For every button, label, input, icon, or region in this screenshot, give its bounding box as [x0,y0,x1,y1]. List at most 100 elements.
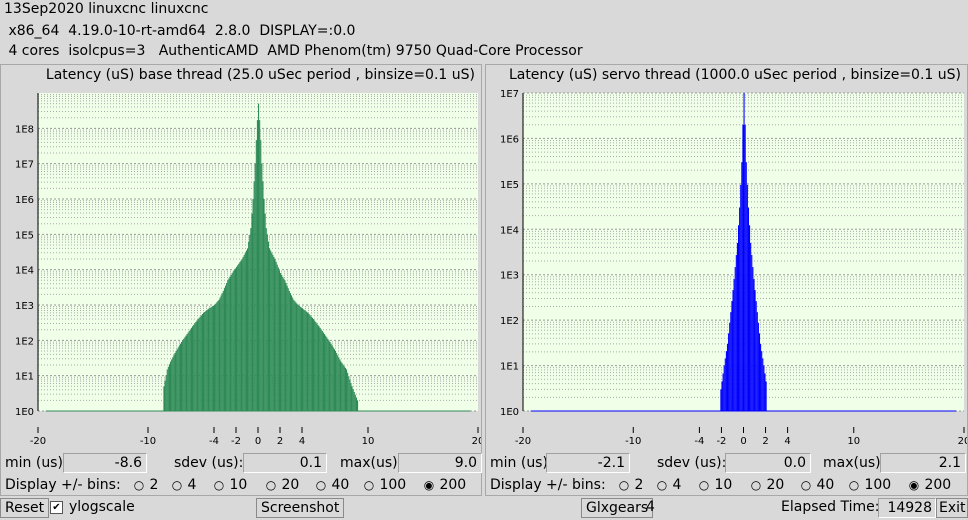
histogram-bar [732,290,734,411]
bins-radio-200[interactable]: ◉ 200 [908,477,951,493]
y-tick-label: 1E0 [15,407,34,418]
histogram-bar [741,162,743,411]
histogram-bar [172,357,174,411]
histogram-bar [232,271,234,411]
histogram-bar [184,337,186,411]
histogram-bar [287,288,289,411]
histogram-bar [278,270,280,411]
y-tick-label: 1E5 [15,230,34,241]
radio-selected-icon: ◉ [423,478,435,492]
bins-radio-4[interactable]: ○ 4 [656,477,682,493]
histogram-bar [757,322,759,411]
histogram-bar [317,324,319,411]
bins-radio-label: 2 [145,477,159,493]
histogram-bar [307,312,309,411]
histogram-bar [327,338,329,411]
histogram-bar [254,163,256,411]
histogram-bar [176,349,178,411]
histogram-bar [736,242,738,411]
histogram-bar [228,278,230,411]
histogram-bar [350,382,352,411]
bins-radio-10[interactable]: ○ 10 [213,477,248,493]
histogram-bar [217,301,219,411]
histogram-bar [349,379,351,411]
histogram-bar [255,140,257,411]
bins-label: Display +/- bins: [490,477,606,493]
min-label: min (us) [490,455,548,471]
histogram-bar [336,353,338,411]
histogram-bar [353,391,355,411]
x-tick-label: 20 [472,436,481,447]
histogram-bar [342,364,344,411]
bins-radio-2[interactable]: ○ 2 [618,477,644,493]
radio-selected-icon: ◉ [908,478,920,492]
histogram-bar [292,297,294,411]
histogram-bar [193,324,195,411]
min-label: min (us) [5,455,63,471]
x-tick-label: -2 [231,436,241,447]
bins-radio-100[interactable]: ○ 100 [363,477,406,493]
histogram-bar [261,163,263,411]
histogram-bar [760,343,762,411]
histogram-bar [186,334,188,411]
histogram-bar [294,301,296,411]
bins-radio-label: 4 [183,477,197,493]
bins-radio-20[interactable]: ○ 20 [265,477,300,493]
y-tick-label: 1E1 [15,372,34,383]
histogram-bar [209,307,211,411]
exit-button[interactable]: Exit [936,498,968,518]
radio-unselected-icon: ○ [171,478,183,492]
glxgears-button[interactable]: Glxgears [581,498,654,518]
histogram-bar [280,273,282,411]
bins-radio-40[interactable]: ○ 40 [315,477,350,493]
histogram-bar [175,350,177,411]
histogram-bar [187,332,189,411]
histogram-bar [745,162,747,411]
histogram-bar [319,327,321,411]
histogram-bar [309,315,311,411]
histogram-bar [204,311,206,411]
histogram-bar [303,309,305,411]
histogram-bar [210,307,212,411]
histogram-bar [724,358,726,411]
bins-radio-2[interactable]: ○ 2 [133,477,159,493]
x-tick-label: 0 [255,436,261,447]
histogram-bar [322,332,324,411]
bins-radio-label: 100 [375,477,407,493]
histogram-bar [764,373,766,411]
histogram-bar [233,269,235,411]
max-value: 9.0 [398,453,482,473]
histogram-bar [258,103,260,412]
histogram-bar [236,266,238,411]
ylogscale-checkbox[interactable]: ✔ ylogscale [50,499,135,515]
bins-radio-10[interactable]: ○ 10 [698,477,733,493]
histogram-bar [299,306,301,411]
bins-radio-label: 20 [277,477,300,493]
x-tick-label: -4 [209,436,219,447]
histogram-bar [758,333,761,411]
bins-radio-100[interactable]: ○ 100 [848,477,891,493]
histogram-bar [242,256,244,411]
histogram-bar [339,359,341,411]
bins-radio-40[interactable]: ○ 40 [800,477,835,493]
reset-button[interactable]: Reset [0,498,50,518]
bins-radio-200[interactable]: ◉ 200 [423,477,466,493]
bins-radio-4[interactable]: ○ 4 [171,477,197,493]
histogram-bar [749,225,751,411]
histogram-bar [185,335,187,411]
histogram-bar [200,315,202,411]
bins-radio-20[interactable]: ○ 20 [750,477,785,493]
histogram-bar [250,228,252,411]
histogram-bar [720,389,722,411]
histogram-bar [256,120,258,412]
histogram-bar [752,267,754,411]
histogram-bar [325,335,327,411]
histogram-bar [315,321,317,411]
screenshot-button[interactable]: Screenshot [256,498,345,518]
x-tick-label: -2 [716,436,726,447]
histogram-bar [190,327,192,411]
histogram-bar [247,248,249,411]
x-tick-label: 10 [847,436,860,447]
histogram-bar [214,305,216,411]
